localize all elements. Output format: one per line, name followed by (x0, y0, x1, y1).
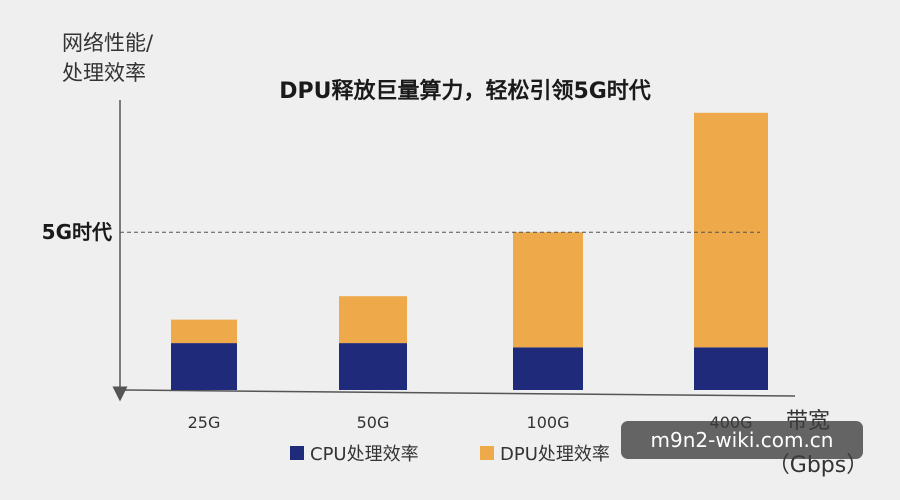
legend-swatch (480, 446, 494, 460)
x-tick-label: 25G (188, 413, 221, 432)
x-tick-label: 50G (357, 413, 390, 432)
y-axis-label: 网络性能/ (62, 31, 154, 55)
legend-entry: DPU处理效率 (500, 444, 610, 465)
bar-100g-cpu (513, 347, 583, 390)
bar-400g-dpu (694, 112, 768, 348)
watermark-badge (621, 421, 863, 459)
legend-entry: CPU处理效率 (310, 444, 419, 465)
y-axis-label: 处理效率 (62, 61, 146, 85)
chart-title: DPU释放巨量算力，轻松引领5G时代 (279, 78, 651, 104)
bar-25g-dpu (171, 319, 237, 344)
reference-line-label: 5G时代 (42, 220, 112, 244)
watermark-text: m9n2-wiki.com.cn (651, 428, 834, 452)
bar-25g-cpu (171, 343, 237, 390)
x-tick-label: 100G (527, 413, 570, 432)
bar-100g-dpu (513, 232, 583, 348)
x-axis (119, 389, 796, 397)
legend-swatch (290, 446, 304, 460)
bar-400g-cpu (694, 347, 768, 390)
bar-50g-dpu (339, 296, 407, 344)
bar-50g-cpu (339, 343, 407, 390)
